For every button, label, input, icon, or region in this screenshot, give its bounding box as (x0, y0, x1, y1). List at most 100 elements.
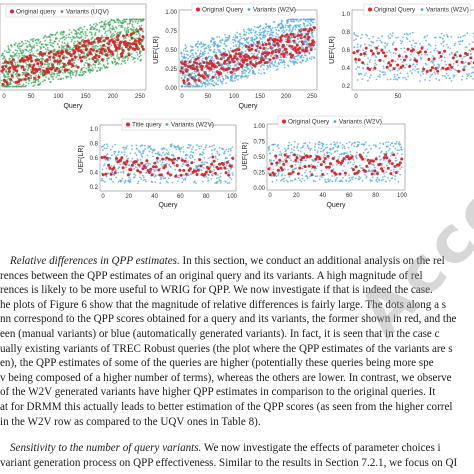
variant-point (382, 71, 384, 73)
variant-point (72, 46, 75, 49)
variant-point (165, 148, 168, 151)
variant-point (348, 177, 351, 179)
variant-point (279, 151, 282, 153)
variant-point (290, 41, 293, 44)
variant-point (331, 180, 334, 183)
variant-point (164, 153, 166, 156)
variant-point (226, 167, 228, 170)
variant-point (344, 174, 347, 177)
variant-point (178, 147, 181, 150)
paragraph-text: In this section, we conduct an additiona… (179, 255, 445, 267)
variant-point (13, 60, 16, 62)
variant-point (303, 24, 306, 26)
variant-point (189, 144, 192, 147)
variant-point (56, 72, 58, 75)
variant-point (45, 36, 48, 38)
variant-point (308, 39, 310, 42)
variant-point (123, 21, 126, 23)
variant-point (61, 41, 64, 44)
variant-point (243, 33, 246, 36)
variant-point (167, 170, 170, 173)
variant-point (133, 31, 136, 34)
variant-point (455, 50, 458, 53)
original-point (411, 48, 415, 52)
original-point (181, 71, 185, 75)
variant-point (274, 26, 277, 29)
variant-point (469, 50, 472, 52)
variant-point (436, 50, 439, 52)
original-point (386, 166, 390, 170)
variant-point (31, 38, 34, 41)
variant-point (165, 162, 168, 165)
original-point (291, 53, 294, 57)
variant-point (292, 26, 295, 29)
original-point (292, 39, 296, 43)
original-point (193, 67, 197, 71)
variant-point (211, 145, 214, 147)
variant-point (132, 20, 134, 23)
variant-point (386, 51, 389, 53)
variant-point (254, 43, 257, 46)
variant-point (311, 56, 313, 58)
variant-point (5, 51, 8, 53)
variant-point (212, 37, 215, 40)
original-point (130, 163, 134, 167)
variant-point (276, 145, 279, 148)
variant-point (108, 25, 111, 27)
variant-point (303, 52, 306, 55)
variant-point (465, 55, 467, 58)
variant-point (210, 48, 212, 51)
variant-point (386, 164, 388, 167)
original-point (89, 52, 93, 56)
variant-point (199, 50, 202, 52)
variant-point (75, 64, 78, 67)
original-point (108, 39, 112, 43)
variant-point (204, 52, 206, 55)
variant-point (106, 147, 108, 150)
variant-point (37, 78, 40, 81)
variant-point (117, 18, 120, 21)
original-point (188, 167, 192, 171)
variant-point (17, 77, 19, 80)
original-point (140, 45, 144, 49)
variant-point (105, 23, 108, 26)
variant-point (1, 62, 4, 65)
original-point (199, 74, 203, 78)
variant-point (297, 38, 300, 40)
variant-point (106, 59, 109, 62)
variant-point (123, 50, 126, 53)
original-point (441, 66, 445, 70)
variant-point (48, 63, 50, 66)
variant-point (462, 62, 465, 65)
variant-point (300, 147, 302, 149)
variant-point (428, 43, 430, 46)
variant-point (456, 56, 458, 58)
variant-point (433, 36, 436, 39)
variant-point (287, 168, 289, 171)
original-point (223, 166, 227, 170)
variant-point (108, 56, 110, 59)
variant-point (269, 66, 272, 69)
variant-point (394, 175, 397, 177)
original-point (46, 68, 50, 72)
original-point (264, 42, 268, 46)
variant-point (286, 43, 288, 46)
variant-point (298, 26, 301, 28)
variant-point (380, 41, 383, 44)
variant-point (445, 43, 448, 46)
variant-point (39, 82, 42, 84)
variant-point (27, 50, 30, 53)
original-point (325, 165, 329, 169)
variant-point (422, 73, 425, 75)
variant-point (94, 25, 97, 28)
variant-point (297, 149, 300, 152)
variant-point (136, 182, 139, 185)
variant-point (302, 56, 305, 59)
variant-point (393, 168, 395, 171)
variant-point (371, 176, 374, 179)
variant-point (41, 80, 44, 83)
variant-point (27, 67, 30, 70)
original-point (120, 156, 124, 160)
variant-point (196, 45, 199, 48)
variant-point (25, 78, 28, 81)
